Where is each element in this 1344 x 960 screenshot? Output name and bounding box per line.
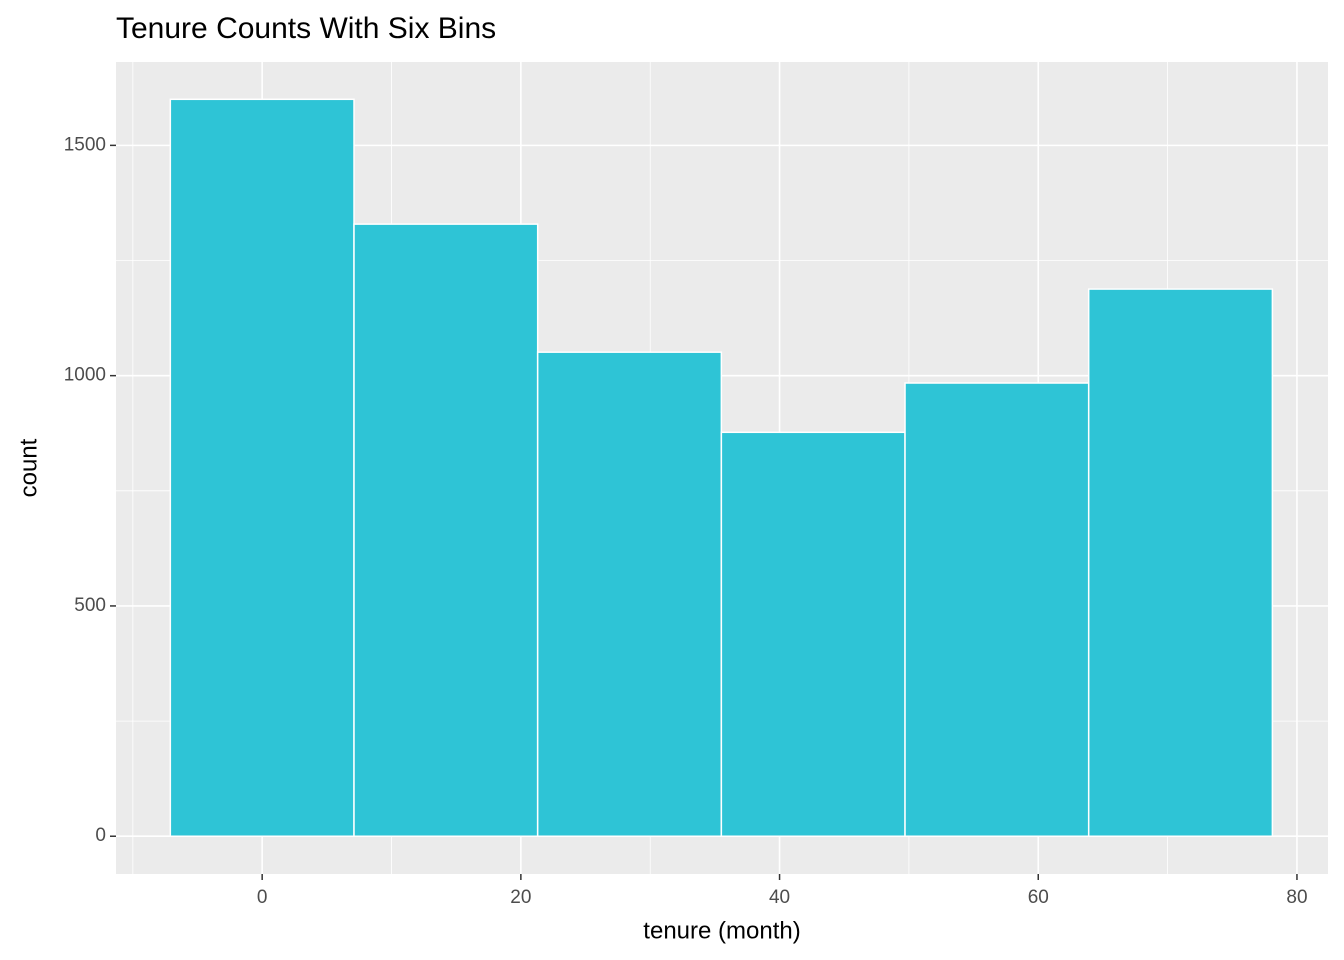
x-tick-label: 20: [510, 887, 531, 908]
bar: [536, 351, 723, 837]
x-tick-label: 0: [257, 887, 268, 908]
y-axis-title: count: [15, 438, 42, 497]
chart-title: Tenure Counts With Six Bins: [116, 12, 496, 45]
y-tick-label: 0: [95, 825, 106, 846]
bar: [169, 98, 355, 837]
y-tick-label: 1500: [64, 134, 106, 155]
bar: [1087, 288, 1274, 837]
bar: [904, 382, 1090, 837]
x-tick-label: 80: [1286, 887, 1307, 908]
x-tick-label: 60: [1028, 887, 1049, 908]
bar: [353, 223, 539, 837]
bar: [720, 431, 906, 837]
x-tick-label: 40: [769, 887, 790, 908]
x-axis-title: tenure (month): [643, 917, 800, 944]
y-tick-label: 500: [74, 595, 106, 616]
y-tick-label: 1000: [64, 365, 106, 386]
